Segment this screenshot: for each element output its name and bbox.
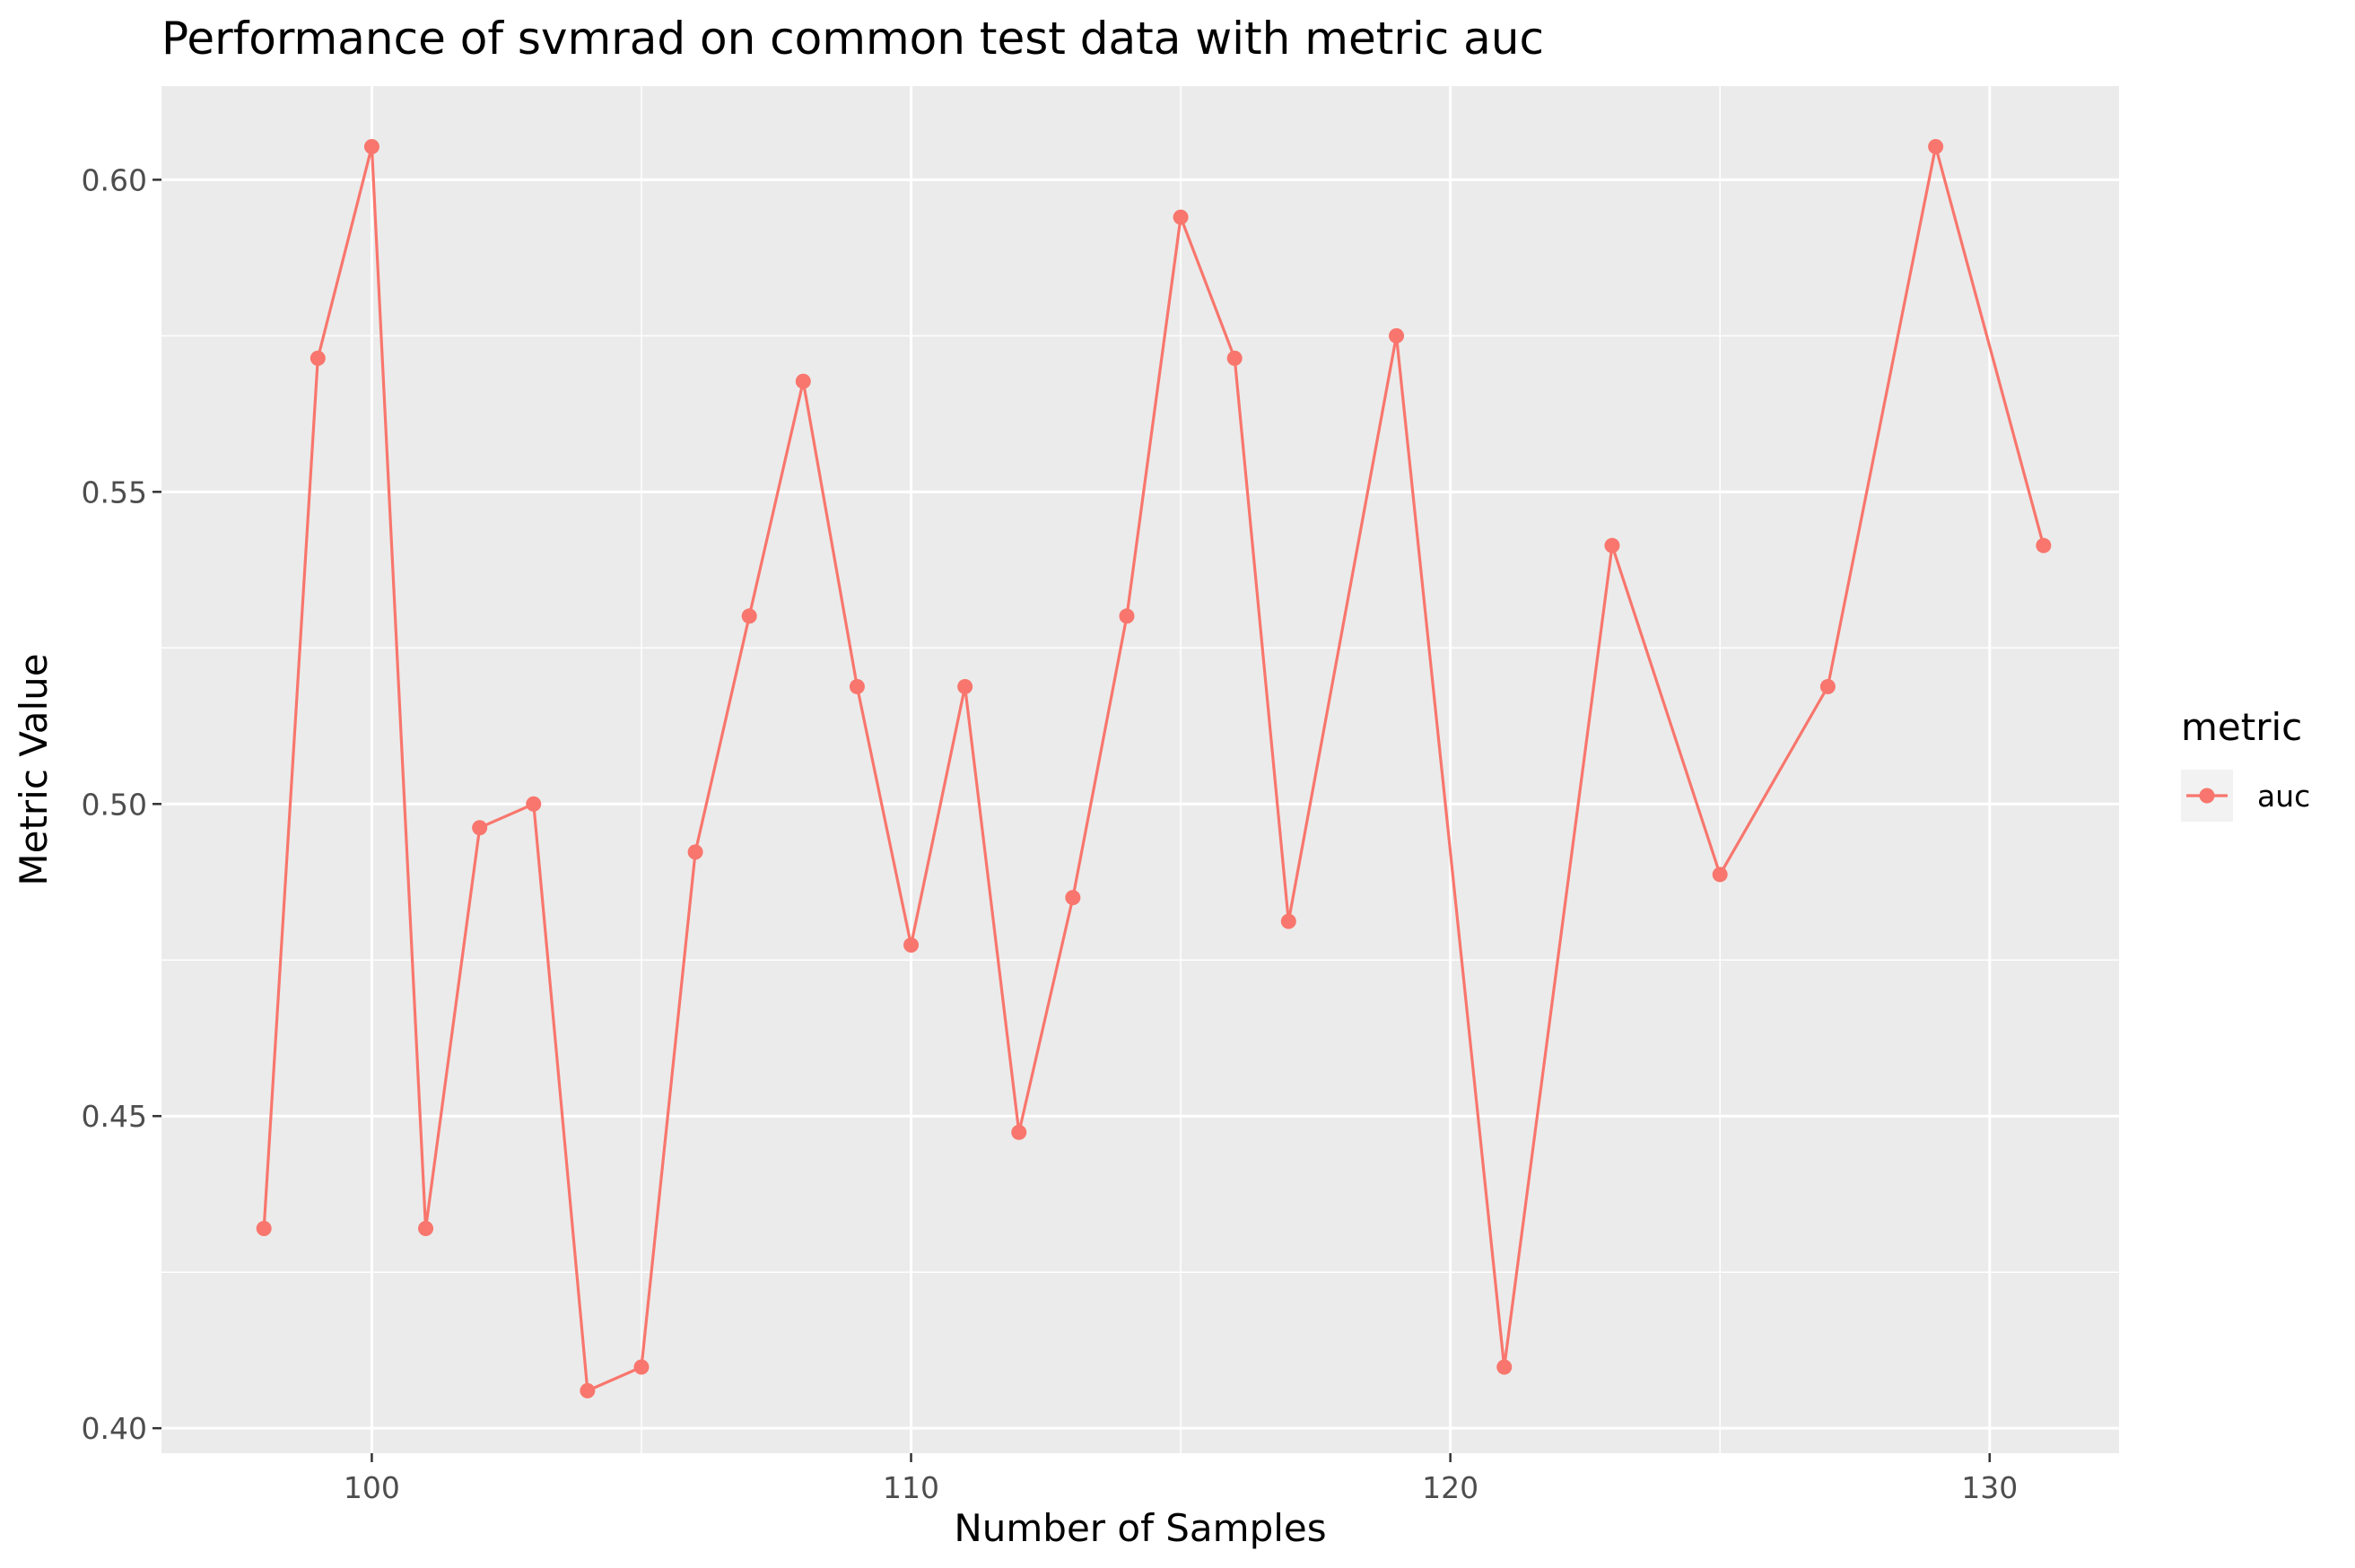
data-point (1819, 678, 1836, 694)
data-point (633, 1359, 650, 1375)
data-point (1496, 1359, 1513, 1375)
data-point (1173, 209, 1189, 225)
y-tick-label: 0.40 (82, 1411, 147, 1446)
legend-title: metric (2181, 705, 2302, 749)
data-point (1712, 867, 1728, 883)
data-point (1280, 913, 1296, 929)
y-tick-label: 0.60 (82, 162, 147, 197)
data-point (526, 796, 542, 812)
data-point (310, 350, 326, 366)
grid-minor (161, 86, 2119, 1453)
plot-panel (161, 86, 2119, 1453)
legend-entries: auc (2181, 770, 2310, 822)
data-point (1226, 350, 1243, 366)
data-point (903, 937, 920, 954)
x-tick-label: 130 (1961, 1470, 2018, 1505)
y-tick-label: 0.45 (82, 1099, 147, 1134)
data-point (795, 373, 811, 389)
data-point (957, 678, 973, 694)
grid-major (161, 86, 2119, 1453)
x-tick-label: 100 (344, 1470, 400, 1505)
x-axis-title: Number of Samples (954, 1506, 1326, 1550)
data-point (849, 678, 865, 694)
data-point (1604, 537, 1620, 553)
data-point (256, 1220, 272, 1236)
legend-label: auc (2257, 779, 2310, 814)
series-layer (256, 139, 2052, 1398)
y-axis-title: Metric Value (12, 653, 56, 885)
data-point (1389, 327, 1405, 344)
data-point (1011, 1124, 1027, 1140)
data-point (1928, 139, 1944, 155)
y-tick-label: 0.50 (82, 787, 147, 822)
data-point (741, 608, 757, 624)
chart-title: Performance of svmrad on common test dat… (161, 13, 1544, 65)
y-axis: 0.40 0.45 0.50 0.55 0.60 (82, 162, 161, 1446)
y-tick-label: 0.55 (82, 475, 147, 510)
x-tick-label: 110 (883, 1470, 939, 1505)
data-point (472, 820, 488, 836)
data-point (1119, 608, 1135, 624)
legend: metric auc (2181, 705, 2310, 822)
data-point (2036, 537, 2052, 553)
data-point (687, 844, 703, 860)
legend-key-point (2199, 788, 2215, 804)
x-tick-label: 120 (1422, 1470, 1478, 1505)
data-point (363, 139, 379, 155)
data-point (418, 1220, 434, 1236)
data-point (580, 1382, 596, 1398)
data-point (1065, 890, 1081, 906)
x-axis: 100 110 120 130 (344, 1453, 2018, 1505)
